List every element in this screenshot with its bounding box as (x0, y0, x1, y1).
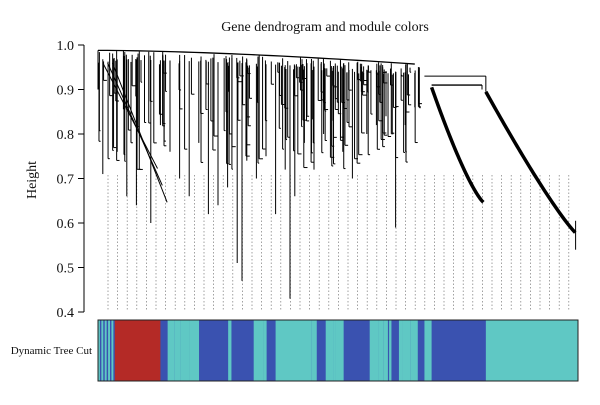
band-stripe (333, 320, 336, 381)
band-stripe (398, 320, 403, 381)
band-stripe (311, 320, 317, 381)
band-stripe (167, 320, 175, 381)
module-color-band (97, 319, 579, 382)
leaf-guide-lines (107, 175, 570, 311)
blue-module-cascade (429, 86, 485, 204)
band-stripe (389, 320, 392, 381)
cascade-branch (111, 62, 168, 203)
top-merge (97, 49, 415, 65)
band-stripe (378, 320, 384, 381)
band-stripe (424, 320, 433, 381)
band-stripe (180, 320, 190, 381)
band-segment-brown (114, 320, 161, 381)
y-tick-label: 0.7 (57, 173, 75, 188)
band-stripe (335, 320, 344, 381)
band-segment-blue (231, 320, 250, 381)
band-stripe (383, 320, 388, 381)
chart-title: Gene dendrogram and module colors (221, 20, 429, 35)
band-stripe (189, 320, 200, 381)
band-stripe (174, 320, 181, 381)
y-tick-label: 0.8 (57, 128, 75, 143)
band-segment-blue (431, 320, 486, 381)
band-stripe (98, 320, 100, 381)
band-stripe (101, 320, 104, 381)
band-stripe (253, 320, 264, 381)
y-tick-label: 0.6 (57, 217, 75, 232)
band-stripe (402, 320, 411, 381)
y-tick-label: 0.5 (57, 262, 75, 277)
band-stripe (410, 320, 418, 381)
turquoise-module-cascade (484, 90, 577, 234)
band-stripe (325, 320, 334, 381)
cascade-branch (107, 62, 163, 186)
band-stripe (263, 320, 267, 381)
cascade-branch (102, 62, 158, 169)
band-stripe (111, 320, 114, 381)
y-tick-label: 0.9 (57, 84, 75, 99)
band-stripe (369, 320, 379, 381)
band-stripe (275, 320, 310, 381)
y-tick-label: 0.4 (57, 306, 75, 321)
dendrogram-tree (97, 49, 577, 299)
y-tick-label: 1.0 (57, 39, 75, 54)
band-stripe (108, 320, 110, 381)
band-stripe (104, 320, 107, 381)
band-segment-turquoise (485, 320, 578, 381)
band-border (97, 319, 579, 382)
y-axis: 0.4 0.5 0.6 0.7 0.8 0.9 1.0 (57, 39, 85, 321)
band-label: Dynamic Tree Cut (11, 345, 92, 357)
y-axis-label: Height (25, 161, 40, 199)
